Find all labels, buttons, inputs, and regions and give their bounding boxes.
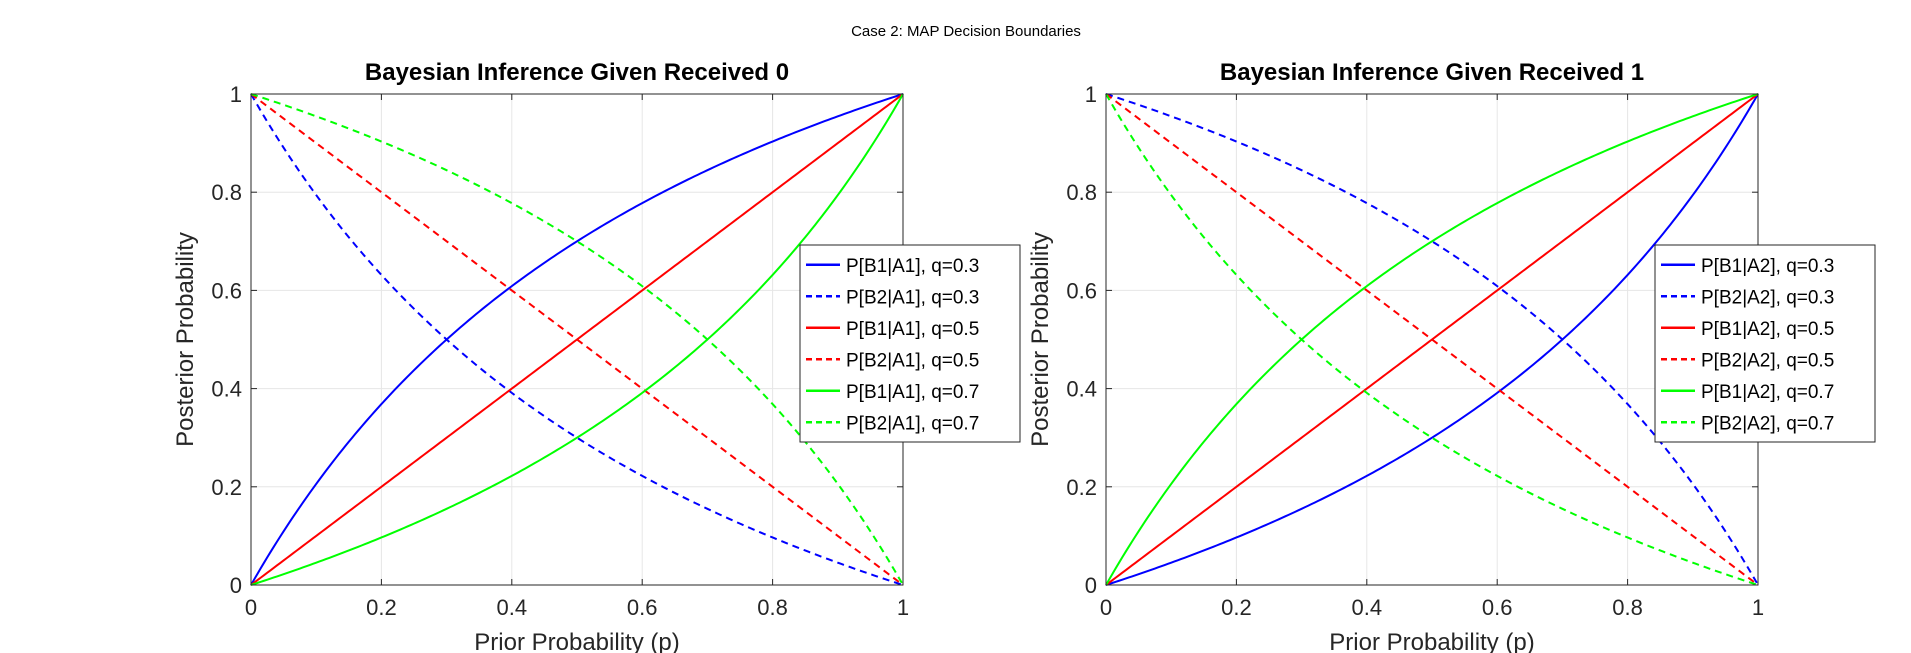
legend-entry: P[B2|A1], q=0.5 (846, 350, 979, 371)
legend-entry: P[B1|A1], q=0.5 (846, 319, 979, 340)
right-axes: 0 0.2 0.4 0.6 0.8 1 0 0.2 0.4 0.6 0.8 1 Bayesian Inf… (1027, 59, 1876, 653)
legend-entry: P[B1|A1], q=0.7 (846, 382, 979, 403)
x-tick-label: 0.6 (627, 595, 658, 620)
chart-title: Bayesian Inference Given Received 1 (1220, 59, 1644, 86)
legend-entry: P[B2|A1], q=0.3 (846, 287, 979, 308)
x-tick-label: 0 (1100, 595, 1112, 620)
legend-box (799, 244, 1021, 443)
y-tick-label: 0.2 (211, 475, 242, 500)
y-tick-label: 0.8 (1066, 180, 1097, 205)
x-tick-label: 1 (1752, 595, 1764, 620)
legend: P[B1|A1], q=0.3 P[B2|A1], q=0.3 P[B1|A1], … (799, 244, 1021, 443)
x-tick-label: 0.8 (757, 595, 788, 620)
series-line-6 (1105, 93, 1759, 586)
legend-entry: P[B2|A2], q=0.7 (1701, 413, 1834, 434)
left-axes: 0 0.2 0.4 0.6 0.8 1 0 0.2 0.4 0.6 0.8 1 Bayesian Inf… (172, 59, 1021, 653)
legend-entry: P[B2|A1], q=0.7 (846, 413, 979, 434)
y-tick-label: 0 (230, 573, 242, 598)
x-tick-label: 0.6 (1482, 595, 1513, 620)
series-line-1 (250, 93, 904, 586)
y-axis-label: Posterior Probability (172, 232, 199, 447)
x-tick-label: 0.4 (497, 595, 528, 620)
legend-entry: P[B1|A2], q=0.7 (1701, 382, 1834, 403)
y-axis-label: Posterior Probability (1027, 232, 1054, 447)
y-tick-label: 0 (1085, 573, 1097, 598)
legend-entry: P[B1|A2], q=0.5 (1701, 319, 1834, 340)
y-tick-label: 0.8 (211, 180, 242, 205)
y-tick-label: 0.2 (1066, 475, 1097, 500)
series-line-5 (250, 93, 904, 586)
y-tick-label: 0.4 (211, 377, 242, 402)
x-axis-label: Prior Probability (p) (1329, 629, 1534, 653)
x-tick-label: 1 (897, 595, 909, 620)
legend-entry: P[B2|A2], q=0.5 (1701, 350, 1834, 371)
series-line-5 (1105, 93, 1759, 586)
y-tick-label: 0.4 (1066, 377, 1097, 402)
legend-box (1654, 244, 1876, 443)
series-line-2 (250, 93, 904, 586)
legend: P[B1|A2], q=0.3 P[B2|A2], q=0.3 P[B1|A2], … (1654, 244, 1876, 443)
legend-entry: P[B1|A2], q=0.3 (1701, 256, 1834, 277)
y-tick-label: 0.6 (1066, 278, 1097, 303)
x-tick-label: 0.2 (366, 595, 397, 620)
x-tick-label: 0.4 (1352, 595, 1383, 620)
series-line-4 (250, 93, 904, 586)
x-tick-label: 0 (245, 595, 257, 620)
legend-entry: P[B1|A1], q=0.3 (846, 256, 979, 277)
x-axis-label: Prior Probability (p) (474, 629, 679, 653)
chart-title: Bayesian Inference Given Received 0 (365, 59, 789, 86)
figure-suptitle: Case 2: MAP Decision Boundaries (851, 23, 1081, 40)
y-tick-label: 1 (1085, 82, 1097, 107)
y-tick-label: 0.6 (211, 278, 242, 303)
y-tick-label: 1 (230, 82, 242, 107)
x-tick-label: 0.8 (1612, 595, 1643, 620)
x-tick-label: 0.2 (1221, 595, 1252, 620)
legend-entry: P[B2|A2], q=0.3 (1701, 287, 1834, 308)
series-line-1 (1105, 93, 1759, 586)
series-line-4 (1105, 93, 1759, 586)
